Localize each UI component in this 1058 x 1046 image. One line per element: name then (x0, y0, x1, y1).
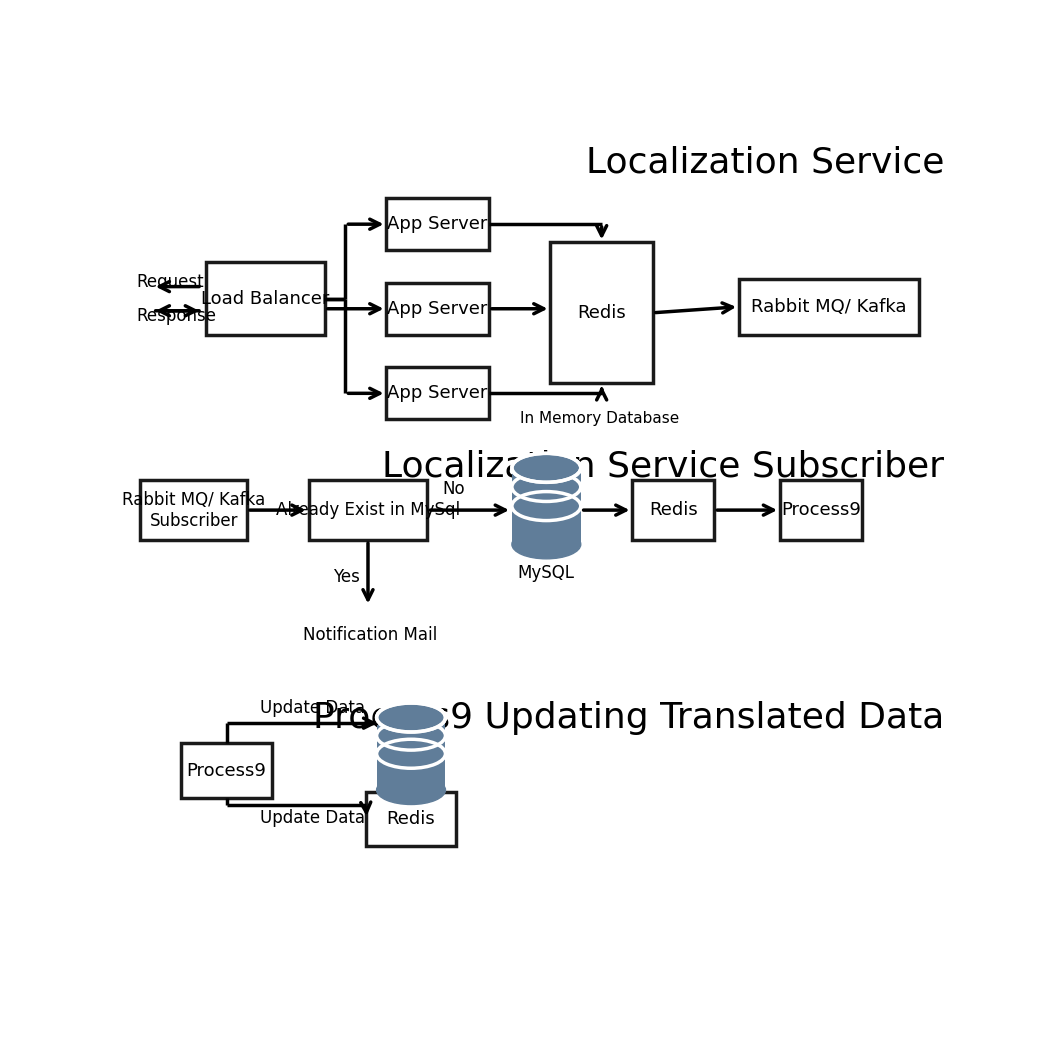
Bar (550, 243, 653, 383)
Polygon shape (377, 718, 445, 790)
Text: Redis: Redis (649, 501, 698, 519)
Ellipse shape (512, 453, 581, 482)
Bar (386, 367, 489, 419)
Text: Localization Service Subscriber: Localization Service Subscriber (382, 450, 944, 483)
Text: Already Exist in MySql: Already Exist in MySql (276, 501, 460, 519)
Bar (633, 480, 714, 541)
Polygon shape (512, 468, 581, 544)
Bar (309, 480, 427, 541)
Text: MySQL: MySQL (517, 565, 574, 583)
Bar (386, 282, 489, 335)
Bar (780, 480, 862, 541)
Ellipse shape (377, 775, 445, 804)
Text: Localization Service: Localization Service (586, 145, 944, 180)
Bar (386, 198, 489, 250)
Text: App Server: App Server (387, 215, 488, 233)
Bar (182, 744, 272, 798)
Text: Response: Response (136, 306, 216, 324)
Text: In Memory Database: In Memory Database (519, 411, 679, 427)
Text: Rabbit MQ/ Kafka: Rabbit MQ/ Kafka (751, 298, 907, 316)
Bar (206, 263, 325, 335)
Text: Yes: Yes (333, 568, 360, 586)
Text: App Server: App Server (387, 384, 488, 403)
Text: Notification Mail: Notification Mail (303, 627, 437, 644)
Text: Update Data: Update Data (260, 810, 365, 827)
Ellipse shape (377, 703, 445, 732)
Text: App Server: App Server (387, 300, 488, 318)
Text: Load Balancer: Load Balancer (201, 290, 330, 308)
Text: Redis: Redis (578, 303, 626, 322)
Text: Process9: Process9 (186, 761, 267, 779)
Text: Update Data: Update Data (260, 699, 365, 717)
Text: Process9: Process9 (781, 501, 861, 519)
Bar (141, 480, 248, 541)
Text: Request: Request (136, 273, 204, 291)
Ellipse shape (512, 530, 581, 559)
Text: No: No (442, 480, 464, 498)
Ellipse shape (377, 703, 445, 732)
Text: Process9 Updating Translated Data: Process9 Updating Translated Data (313, 702, 944, 735)
Ellipse shape (512, 453, 581, 482)
Text: Rabbit MQ/ Kafka
Subscriber: Rabbit MQ/ Kafka Subscriber (122, 491, 266, 529)
Bar (738, 278, 919, 335)
Bar (366, 792, 456, 846)
Text: Redis: Redis (386, 810, 436, 828)
